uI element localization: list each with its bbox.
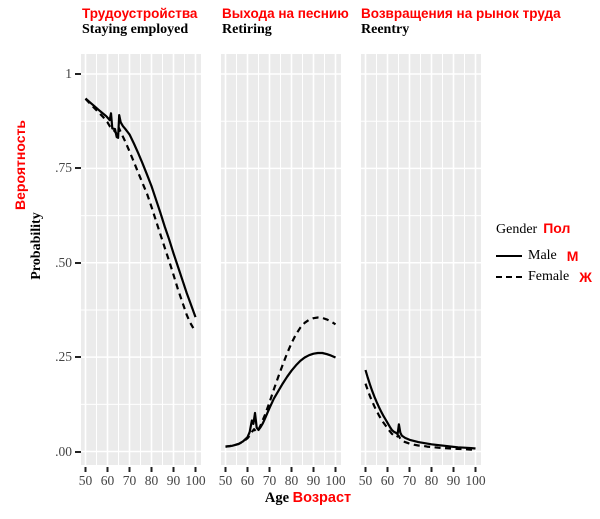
x-tick-label: 60 (100, 473, 115, 488)
facet-title-ru: Возвращения на рынок труда (361, 6, 561, 21)
x-tick-label: 80 (424, 473, 439, 488)
x-tick-label: 100 (325, 473, 346, 488)
curve-male (364, 369, 476, 450)
y-tick-mark (75, 356, 81, 359)
facet-title-ru: Трудоустройства (82, 6, 198, 21)
facet-title-reentry: Возвращения на рынок труда Reentry (361, 6, 561, 38)
x-tick-label: 70 (262, 473, 277, 488)
y-tick-mark (75, 73, 81, 75)
x-tick-label: 50 (358, 473, 373, 488)
y-axis-label-ru: Вероятность (12, 120, 28, 210)
curve-female (84, 98, 195, 329)
legend-title-ru: Пол (543, 220, 571, 236)
legend: Gender Пол Male М Female Ж (496, 220, 592, 287)
y-tick-label: .50 (55, 254, 72, 270)
dashed-line-key-icon (496, 275, 522, 278)
curve-male (225, 351, 336, 448)
panel-retiring (221, 54, 341, 472)
legend-item-female: Female Ж (496, 266, 592, 287)
curve-male (84, 97, 197, 318)
facet-title-en: Retiring (222, 22, 272, 37)
y-tick-label: .75 (55, 160, 72, 176)
legend-label-female: Female (528, 268, 570, 284)
curve-female (225, 316, 337, 448)
x-tick-label: 90 (446, 473, 461, 488)
x-axis-label-en: Age (264, 490, 290, 506)
y-tick-mark (75, 167, 81, 170)
x-tick-label: 50 (78, 473, 93, 488)
solid-line-key-icon (496, 254, 522, 257)
x-axis-label: Age Возраст (265, 490, 351, 507)
facet-title-en: Reentry (361, 22, 410, 37)
y-tick-mark (75, 261, 81, 264)
x-tick-label: 70 (402, 473, 417, 488)
x-tick-label: 60 (240, 473, 255, 488)
x-axis-label-ru: Возраст (292, 490, 352, 506)
facet-title-ru: Выхода на песнию (222, 6, 349, 21)
y-tick-mark (75, 450, 81, 453)
legend-title-en: Gender (496, 222, 538, 237)
y-tick-label: .25 (55, 349, 72, 365)
x-tick-label: 70 (122, 473, 137, 488)
legend-item-male: Male М (496, 245, 592, 266)
x-tick-label: 50 (218, 473, 233, 488)
legend-label-male-ru: М (566, 247, 579, 264)
legend-label-male: Male (528, 247, 557, 263)
panel-staying-employed (81, 54, 201, 472)
x-tick-label: 90 (166, 473, 181, 488)
y-tick-label: 1 (65, 66, 72, 81)
legend-label-female-ru: Ж (579, 268, 592, 285)
x-tick-label: 100 (185, 473, 206, 488)
facet-title-en: Staying employed (82, 22, 189, 37)
curve-female (364, 383, 476, 452)
facet-title-staying-employed: Трудоустройства Staying employed (82, 6, 197, 38)
panel-reentry (361, 54, 481, 472)
x-tick-label: 80 (284, 473, 299, 488)
facet-title-retiring: Выхода на песнию Retiring (222, 6, 349, 38)
legend-title: Gender Пол (496, 220, 592, 238)
x-tick-label: 100 (465, 473, 486, 488)
x-tick-label: 60 (380, 473, 395, 488)
x-tick-label: 80 (144, 473, 159, 488)
y-tick-label: .00 (55, 443, 72, 459)
x-tick-label: 90 (306, 473, 321, 488)
